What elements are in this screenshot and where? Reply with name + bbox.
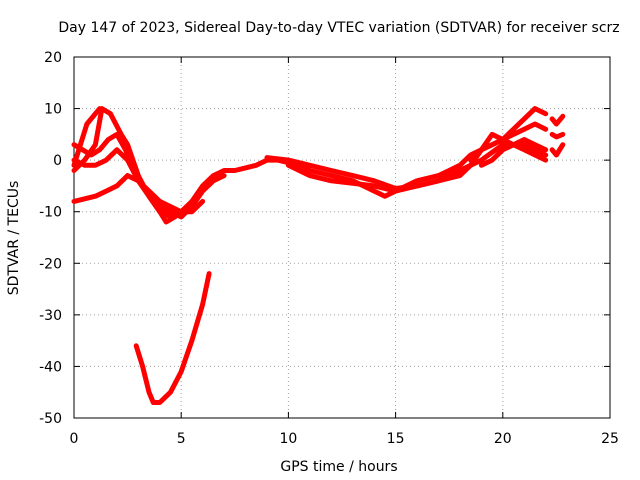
series-line-arc-13 [133, 271, 212, 405]
series-line-arc-10 [549, 113, 566, 127]
x-tick-label: 15 [387, 431, 405, 447]
plot-frame [73, 56, 611, 419]
y-tick-label: 10 [44, 102, 62, 118]
x-tick-label: 10 [279, 431, 297, 447]
x-axis-label: GPS time / hours [280, 459, 397, 475]
series-line-arc-9 [478, 142, 549, 168]
x-tick-label: 0 [70, 431, 79, 447]
axis-ticks: 0 5 10 15 20 25 -50 -40 -30 -20 -10 0 10 20 [39, 50, 619, 447]
series-group [71, 106, 566, 405]
grid [74, 57, 610, 418]
series-line-arc-5 [71, 121, 549, 215]
x-tick-label: 20 [494, 431, 512, 447]
y-tick-label: 20 [44, 50, 62, 66]
series-line-arc-12 [549, 131, 566, 140]
chart-title: Day 147 of 2023, Sidereal Day-to-day VTE… [58, 20, 619, 36]
y-tick-label: -40 [39, 359, 62, 375]
y-tick-label: -50 [39, 411, 62, 427]
y-tick-label: -10 [39, 205, 62, 221]
series-line-arc-7 [285, 142, 549, 194]
series-line-arc-11 [549, 142, 566, 158]
y-tick-label: 0 [53, 153, 62, 169]
series-line-arc-4 [71, 147, 184, 225]
y-tick-label: -20 [39, 256, 62, 272]
y-axis-label: SDTVAR / TECUs [6, 181, 22, 296]
x-tick-label: 25 [601, 431, 619, 447]
y-tick-label: -30 [39, 308, 62, 324]
series-line-arc-8 [468, 106, 549, 163]
series-line-arc-2 [71, 106, 103, 168]
x-tick-label: 5 [177, 431, 186, 447]
series-line-arc-1 [71, 106, 206, 220]
